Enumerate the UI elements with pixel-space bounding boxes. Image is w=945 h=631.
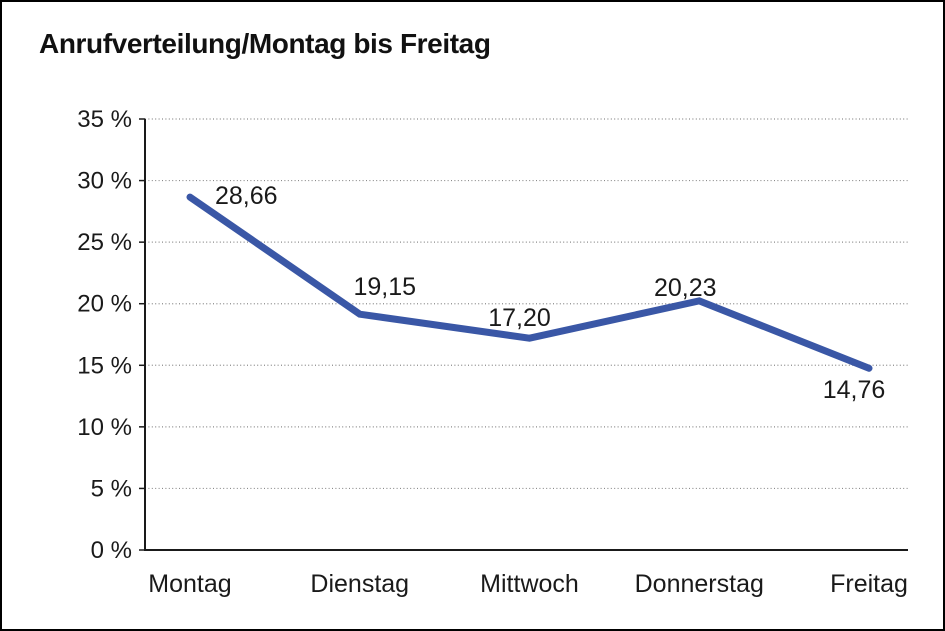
y-tick-label: 15 % — [77, 352, 132, 379]
y-tick-label: 0 % — [91, 537, 132, 564]
y-tick-label: 30 % — [77, 168, 132, 195]
y-tick-label: 35 % — [77, 106, 132, 133]
data-point-label: 14,76 — [823, 376, 886, 404]
x-category-label: Freitag — [830, 570, 908, 598]
y-tick-label: 5 % — [91, 475, 132, 502]
x-category-label: Mittwoch — [480, 570, 579, 598]
data-point-label: 19,15 — [353, 273, 416, 301]
x-category-label: Montag — [148, 570, 231, 598]
y-tick-label: 25 % — [77, 229, 132, 256]
data-point-label: 20,23 — [654, 274, 717, 302]
data-point-label: 28,66 — [215, 182, 278, 210]
y-tick-label: 20 % — [77, 291, 132, 318]
chart-title: Anrufverteilung/Montag bis Freitag — [39, 28, 491, 59]
y-tick-label: 10 % — [77, 414, 132, 441]
data-series-line — [186, 193, 873, 372]
x-category-label: Donnerstag — [635, 570, 764, 598]
data-point-label: 17,20 — [488, 304, 551, 332]
x-category-label: Dienstag — [310, 570, 409, 598]
